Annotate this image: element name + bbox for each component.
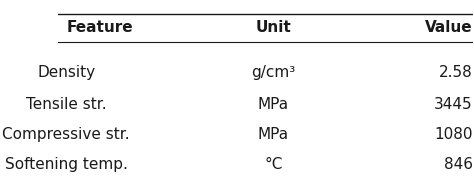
Text: Tensile str.: Tensile str.	[26, 97, 107, 112]
Text: MPa: MPa	[258, 97, 289, 112]
Text: Value: Value	[425, 21, 473, 35]
Text: Compressive str.: Compressive str.	[2, 127, 130, 142]
Text: 2.58: 2.58	[439, 65, 473, 80]
Text: °C: °C	[264, 157, 283, 172]
Text: Feature: Feature	[66, 21, 133, 35]
Text: 3445: 3445	[434, 97, 473, 112]
Text: Density: Density	[37, 65, 95, 80]
Text: 846: 846	[444, 157, 473, 172]
Text: 1080: 1080	[434, 127, 473, 142]
Text: Softening temp.: Softening temp.	[5, 157, 128, 172]
Text: MPa: MPa	[258, 127, 289, 142]
Text: Unit: Unit	[255, 21, 292, 35]
Text: g/cm³: g/cm³	[251, 65, 296, 80]
